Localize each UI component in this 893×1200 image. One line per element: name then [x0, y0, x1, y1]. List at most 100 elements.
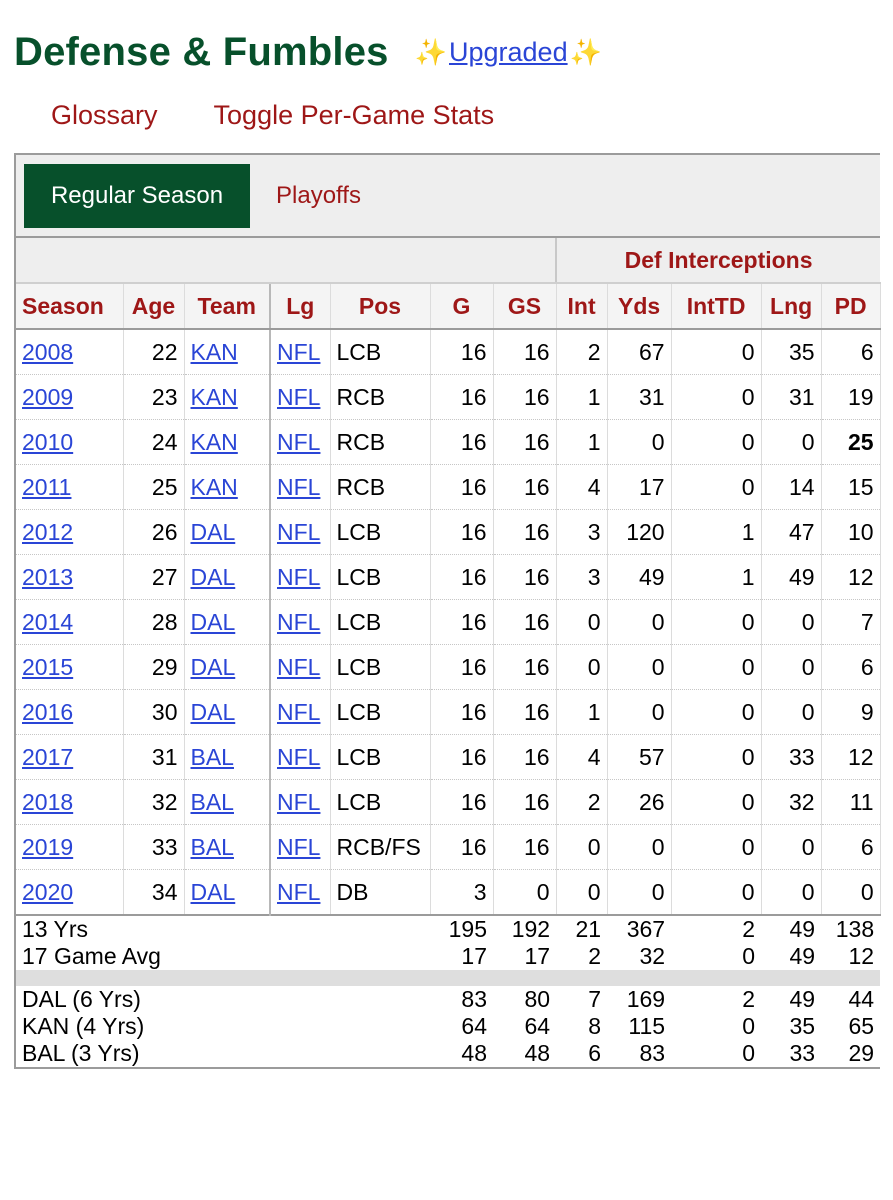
team-link[interactable]: KAN	[190, 473, 238, 500]
summary-label: KAN (4 Yrs)	[22, 1013, 145, 1039]
int-yards-cell: 0	[651, 833, 665, 860]
table-cell: 16	[430, 374, 494, 420]
table-cell: 28	[123, 599, 185, 645]
column-header-lg[interactable]: Lg	[270, 283, 331, 330]
int-yards-cell: 31	[639, 383, 665, 410]
season-link[interactable]: 2008	[22, 338, 74, 365]
column-header-pd[interactable]: PD	[821, 283, 881, 330]
team-link[interactable]: DAL	[190, 563, 236, 590]
league-link[interactable]: NFL	[277, 788, 321, 815]
team-link[interactable]: BAL	[190, 788, 234, 815]
toggle-per-game-link[interactable]: Toggle Per-Game Stats	[213, 100, 495, 130]
table-cell: 16	[493, 374, 557, 420]
table-cell: 16	[493, 689, 557, 735]
season-link[interactable]: 2013	[22, 563, 74, 590]
season-link[interactable]: 2018	[22, 788, 74, 815]
league-link[interactable]: NFL	[277, 878, 321, 905]
table-cell: 15	[821, 464, 881, 510]
int-yards-cell: 0	[651, 428, 665, 455]
table-cell: 16	[493, 464, 557, 510]
league-link[interactable]: NFL	[277, 563, 321, 590]
table-row: 2010 24 KAN NFL RCB 16 16 1 0 0 0 25	[16, 419, 881, 465]
table-row: 2020 34 DAL NFL DB 3 0 0 0 0 0 0	[16, 869, 881, 916]
league-link[interactable]: NFL	[277, 428, 321, 455]
glossary-link[interactable]: Glossary	[51, 100, 158, 130]
league-link[interactable]: NFL	[277, 473, 321, 500]
passes-defended-cell: 19	[848, 383, 874, 410]
league-link[interactable]: NFL	[277, 833, 321, 860]
longest-cell: 35	[789, 338, 815, 365]
league-link[interactable]: NFL	[277, 698, 321, 725]
season-link[interactable]: 2017	[22, 743, 74, 770]
column-header-gs[interactable]: GS	[493, 283, 557, 330]
column-header-season[interactable]: Season	[16, 283, 124, 330]
league-link[interactable]: NFL	[277, 518, 321, 545]
table-cell: 0	[607, 419, 672, 465]
column-header-inttd[interactable]: IntTD	[671, 283, 762, 330]
season-link[interactable]: 2009	[22, 383, 74, 410]
column-header-int[interactable]: Int	[556, 283, 608, 330]
column-header-age[interactable]: Age	[123, 283, 185, 330]
position-cell: RCB	[336, 428, 386, 455]
longest-cell: 33	[789, 743, 815, 770]
table-cell: LCB	[330, 689, 431, 735]
team-link[interactable]: KAN	[190, 338, 238, 365]
league-link[interactable]: NFL	[277, 383, 321, 410]
longest-cell: 0	[801, 608, 815, 635]
int-td-cell: 0	[741, 653, 755, 680]
team-link[interactable]: BAL	[190, 743, 234, 770]
summary-value: 64	[461, 1013, 487, 1039]
season-filter: Regular Season Playoffs	[16, 155, 880, 238]
table-cell: 16	[430, 689, 494, 735]
games-started-cell: 16	[524, 518, 550, 545]
int-yards-cell: 17	[639, 473, 665, 500]
summary-value: 32	[639, 943, 666, 969]
league-link[interactable]: NFL	[277, 338, 321, 365]
team-link[interactable]: DAL	[190, 518, 236, 545]
team-link[interactable]: DAL	[190, 878, 236, 905]
section-title: Defense & Fumbles	[14, 29, 389, 74]
team-link[interactable]: KAN	[190, 383, 238, 410]
interceptions-cell: 1	[587, 383, 601, 410]
team-link[interactable]: DAL	[190, 653, 236, 680]
season-link[interactable]: 2014	[22, 608, 74, 635]
league-link[interactable]: NFL	[277, 608, 321, 635]
column-header-team[interactable]: Team	[184, 283, 271, 330]
table-cell: 0	[671, 779, 762, 825]
position-cell: LCB	[336, 698, 382, 725]
table-cell: 120	[607, 509, 672, 555]
column-header-g[interactable]: G	[430, 283, 494, 330]
column-header-yds[interactable]: Yds	[607, 283, 672, 330]
team-link[interactable]: KAN	[190, 428, 238, 455]
league-link[interactable]: NFL	[277, 743, 321, 770]
season-link[interactable]: 2016	[22, 698, 74, 725]
column-header-lng[interactable]: Lng	[761, 283, 822, 330]
team-link[interactable]: DAL	[190, 698, 236, 725]
upgraded-link[interactable]: Upgraded	[449, 36, 568, 67]
table-cell: 33	[761, 734, 822, 780]
season-link[interactable]: 2019	[22, 833, 74, 860]
table-cell: 1	[671, 554, 762, 600]
summary-separator	[16, 970, 881, 986]
tab-regular-season[interactable]: Regular Season	[24, 163, 250, 228]
season-link[interactable]: 2015	[22, 653, 74, 680]
summary-blank	[270, 1040, 430, 1067]
season-link[interactable]: 2011	[22, 473, 72, 500]
table-cell: 29	[123, 644, 185, 690]
team-link[interactable]: BAL	[190, 833, 234, 860]
season-link[interactable]: 2010	[22, 428, 74, 455]
league-link[interactable]: NFL	[277, 653, 321, 680]
int-td-cell: 0	[741, 383, 755, 410]
table-cell: KAN	[184, 329, 271, 375]
games-cell: 16	[460, 518, 487, 545]
table-cell: 16	[430, 779, 494, 825]
table-cell: 16	[493, 554, 557, 600]
column-header-pos[interactable]: Pos	[330, 283, 431, 330]
season-link[interactable]: 2020	[22, 878, 74, 905]
tab-playoffs[interactable]: Playoffs	[276, 181, 361, 209]
summary-value: 49	[761, 914, 822, 943]
season-link[interactable]: 2012	[22, 518, 74, 545]
team-link[interactable]: DAL	[190, 608, 236, 635]
age-cell: 25	[151, 473, 178, 500]
int-td-cell: 1	[741, 563, 755, 590]
